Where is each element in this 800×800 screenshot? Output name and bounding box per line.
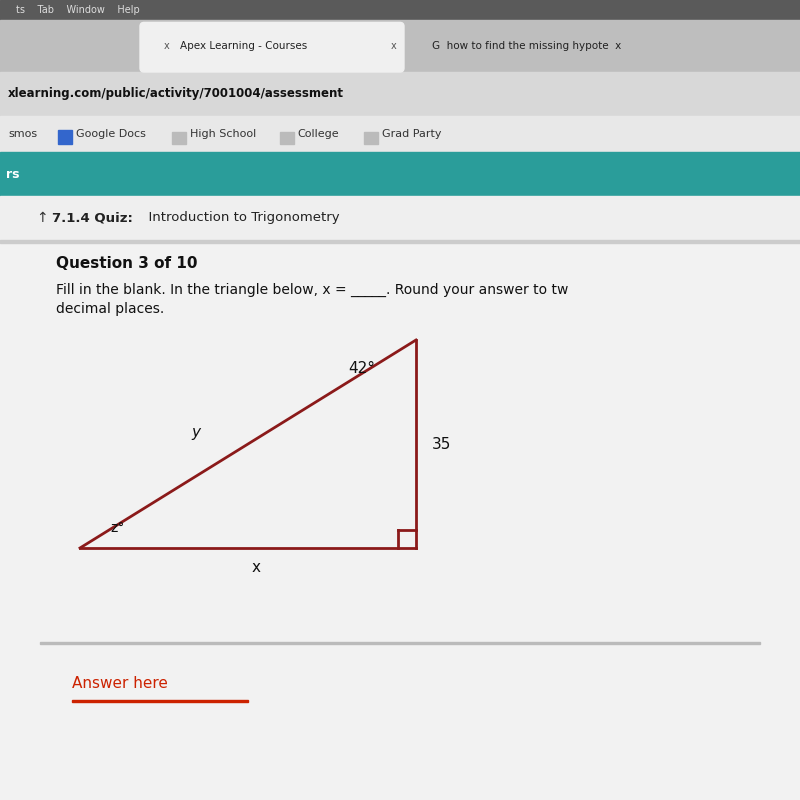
Text: x: x	[390, 42, 396, 51]
Bar	[0, 0, 800, 20]
Text: College: College	[298, 129, 339, 139]
Text: 35: 35	[432, 437, 451, 451]
Bar	[0, 72, 800, 116]
Text: Apex Learning - Courses: Apex Learning - Courses	[180, 42, 307, 51]
Bar	[0, 240, 800, 243]
FancyBboxPatch shape	[140, 22, 404, 72]
Text: rs: rs	[6, 167, 20, 181]
Text: 7.1.4 Quiz:: 7.1.4 Quiz:	[52, 211, 133, 225]
Text: Answer here: Answer here	[72, 677, 168, 691]
Bar	[280, 132, 294, 144]
Text: Introduction to Trigonometry: Introduction to Trigonometry	[140, 211, 340, 225]
Bar	[0, 20, 800, 72]
Text: Fill in the blank. In the triangle below, x = _____. Round your answer to tw: Fill in the blank. In the triangle below…	[56, 282, 568, 297]
Bar	[0, 152, 800, 196]
Bar	[72, 700, 248, 702]
Bar	[172, 132, 186, 144]
Text: ↑: ↑	[36, 211, 48, 225]
Text: ts    Tab    Window    Help: ts Tab Window Help	[16, 5, 140, 15]
Text: x: x	[164, 42, 170, 51]
Bar	[0, 240, 800, 800]
Bar	[58, 130, 72, 144]
Text: decimal places.: decimal places.	[56, 302, 164, 316]
Bar	[364, 132, 378, 144]
Text: x: x	[251, 561, 261, 575]
Text: G  how to find the missing hypote  x: G how to find the missing hypote x	[432, 42, 622, 51]
Bar	[40, 642, 760, 644]
Bar	[0, 196, 800, 240]
Text: 42°: 42°	[348, 361, 375, 375]
Text: xlearning.com/public/activity/7001004/assessment: xlearning.com/public/activity/7001004/as…	[8, 87, 344, 101]
Text: z°: z°	[110, 521, 125, 535]
Text: smos: smos	[8, 129, 37, 139]
Text: Question 3 of 10: Question 3 of 10	[56, 257, 198, 271]
Text: High School: High School	[190, 129, 256, 139]
Bar	[0, 116, 800, 152]
Text: y: y	[191, 425, 201, 439]
Text: Google Docs: Google Docs	[76, 129, 146, 139]
Text: Grad Party: Grad Party	[382, 129, 441, 139]
